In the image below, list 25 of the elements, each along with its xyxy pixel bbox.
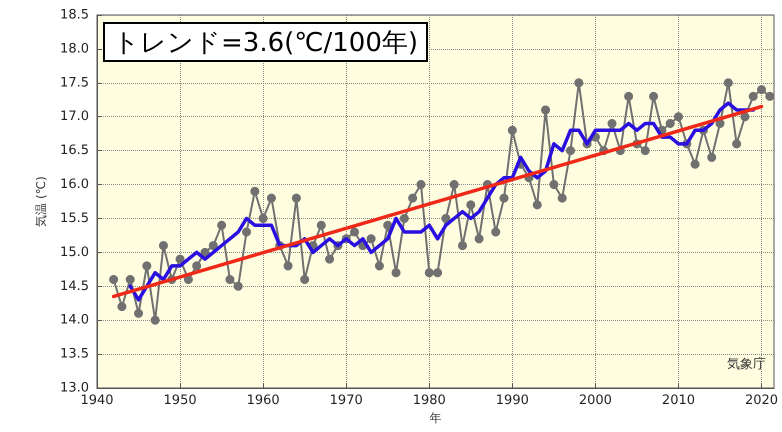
y-tick-label: 15.5: [60, 210, 89, 226]
y-tick-label: 17.0: [60, 109, 89, 124]
y-tick-label: 13.5: [60, 346, 89, 362]
x-axis-title: 年: [430, 410, 442, 425]
x-tick-label: 2010: [662, 393, 696, 408]
x-tick-label: 1950: [164, 393, 197, 408]
y-tick-label: 16.5: [60, 143, 89, 158]
y-tick-label: 18.0: [60, 41, 89, 56]
y-tick-label: 17.5: [60, 75, 89, 90]
y-tick-label: 16.0: [60, 177, 89, 192]
y-tick-label: 13.0: [60, 380, 89, 396]
y-axis-title: 気温 (℃): [34, 176, 48, 227]
x-tick-label: 2020: [744, 393, 778, 408]
x-tick-label: 1940: [80, 393, 114, 408]
annotation: 気象庁: [727, 356, 766, 372]
x-tick-label: 1970: [330, 393, 363, 408]
x-tick-label: 1960: [246, 393, 280, 408]
annotation: トレンド=3.6(℃/100年): [113, 28, 418, 58]
x-tick-label: 1980: [412, 393, 446, 408]
x-tick-label: 1990: [496, 393, 529, 408]
y-tick-label: 14.0: [60, 312, 89, 328]
y-tick-label: 18.5: [60, 8, 89, 22]
y-tick-label: 15.0: [60, 244, 89, 260]
y-tick-label: 14.5: [60, 278, 89, 294]
x-tick-label: 2000: [578, 393, 612, 408]
